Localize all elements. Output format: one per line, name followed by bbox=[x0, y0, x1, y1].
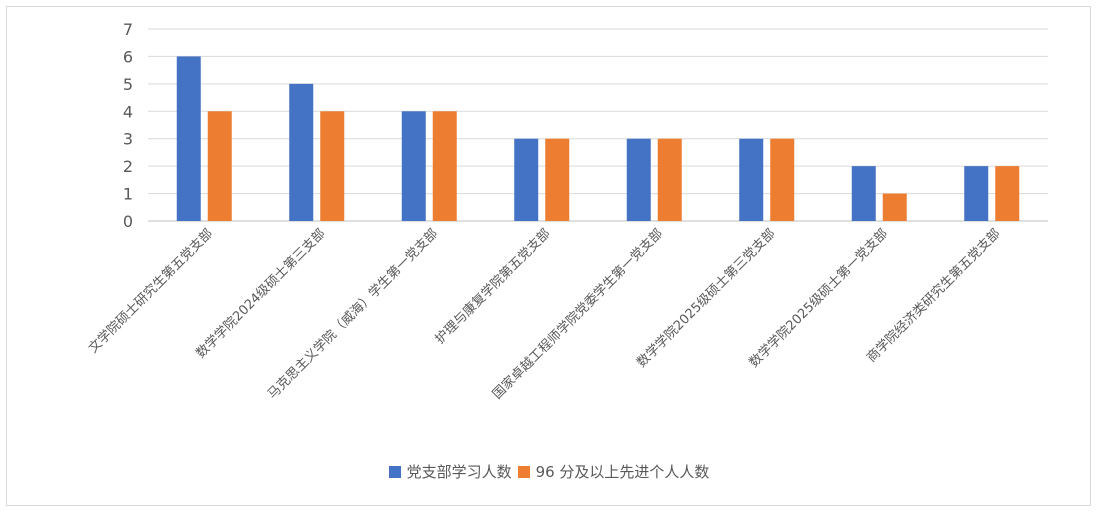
legend-swatch-series-2 bbox=[517, 465, 530, 478]
x-category-label: 护理与康复学院第五党支部 bbox=[432, 226, 554, 348]
legend-label-series-2: 96 分及以上先进个人人数 bbox=[535, 463, 710, 481]
bar-series-1-cat-1 bbox=[176, 56, 201, 221]
bar-series-2-cat-4 bbox=[545, 138, 570, 221]
legend-item-series-1: 党支部学习人数 bbox=[388, 461, 512, 482]
y-tick-label: 1 bbox=[123, 185, 133, 204]
bar-series-2-cat-3 bbox=[432, 111, 457, 221]
y-tick-label: 4 bbox=[123, 102, 133, 121]
y-tick-label: 5 bbox=[123, 75, 133, 94]
y-axis-ticks: 0 1 2 3 4 5 6 7 bbox=[123, 20, 133, 231]
bar-series-2-cat-6 bbox=[770, 138, 795, 221]
gridlines bbox=[148, 28, 1048, 222]
y-tick-label: 0 bbox=[123, 212, 133, 231]
x-category-label: 文学院硕士研究生第五党支部 bbox=[85, 226, 216, 357]
bar-series-1-cat-2 bbox=[289, 83, 314, 221]
x-axis-labels: 文学院硕士研究生第五党支部数学学院2024级硕士第三支部马克思主义学院（威海）学… bbox=[85, 226, 1003, 403]
y-tick-label: 2 bbox=[123, 157, 133, 176]
bar-series-2-cat-1 bbox=[207, 111, 232, 221]
legend: 党支部学习人数 96 分及以上先进个人人数 bbox=[0, 461, 1098, 482]
y-tick-label: 3 bbox=[123, 130, 133, 149]
bar-series-1-cat-6 bbox=[739, 138, 764, 221]
bar-series-1-cat-3 bbox=[401, 111, 426, 221]
bar-series-2-cat-7 bbox=[882, 193, 907, 221]
bars bbox=[176, 56, 1020, 221]
legend-item-series-2: 96 分及以上先进个人人数 bbox=[517, 461, 710, 482]
bar-series-2-cat-2 bbox=[320, 111, 345, 221]
y-tick-label: 6 bbox=[123, 47, 133, 66]
y-tick-label: 7 bbox=[123, 20, 133, 39]
x-category-label: 数学学院2024级硕士第三支部 bbox=[193, 226, 329, 362]
bar-series-1-cat-7 bbox=[851, 166, 876, 221]
bar-series-1-cat-5 bbox=[626, 138, 651, 221]
bar-series-2-cat-5 bbox=[657, 138, 682, 221]
bar-series-1-cat-4 bbox=[514, 138, 539, 221]
legend-swatch-series-1 bbox=[388, 465, 401, 478]
bar-series-2-cat-8 bbox=[995, 166, 1020, 221]
x-category-label: 商学院经济类研究生第五党支部 bbox=[864, 226, 1004, 366]
legend-label-series-1: 党支部学习人数 bbox=[406, 463, 512, 481]
bar-series-1-cat-8 bbox=[964, 166, 989, 221]
